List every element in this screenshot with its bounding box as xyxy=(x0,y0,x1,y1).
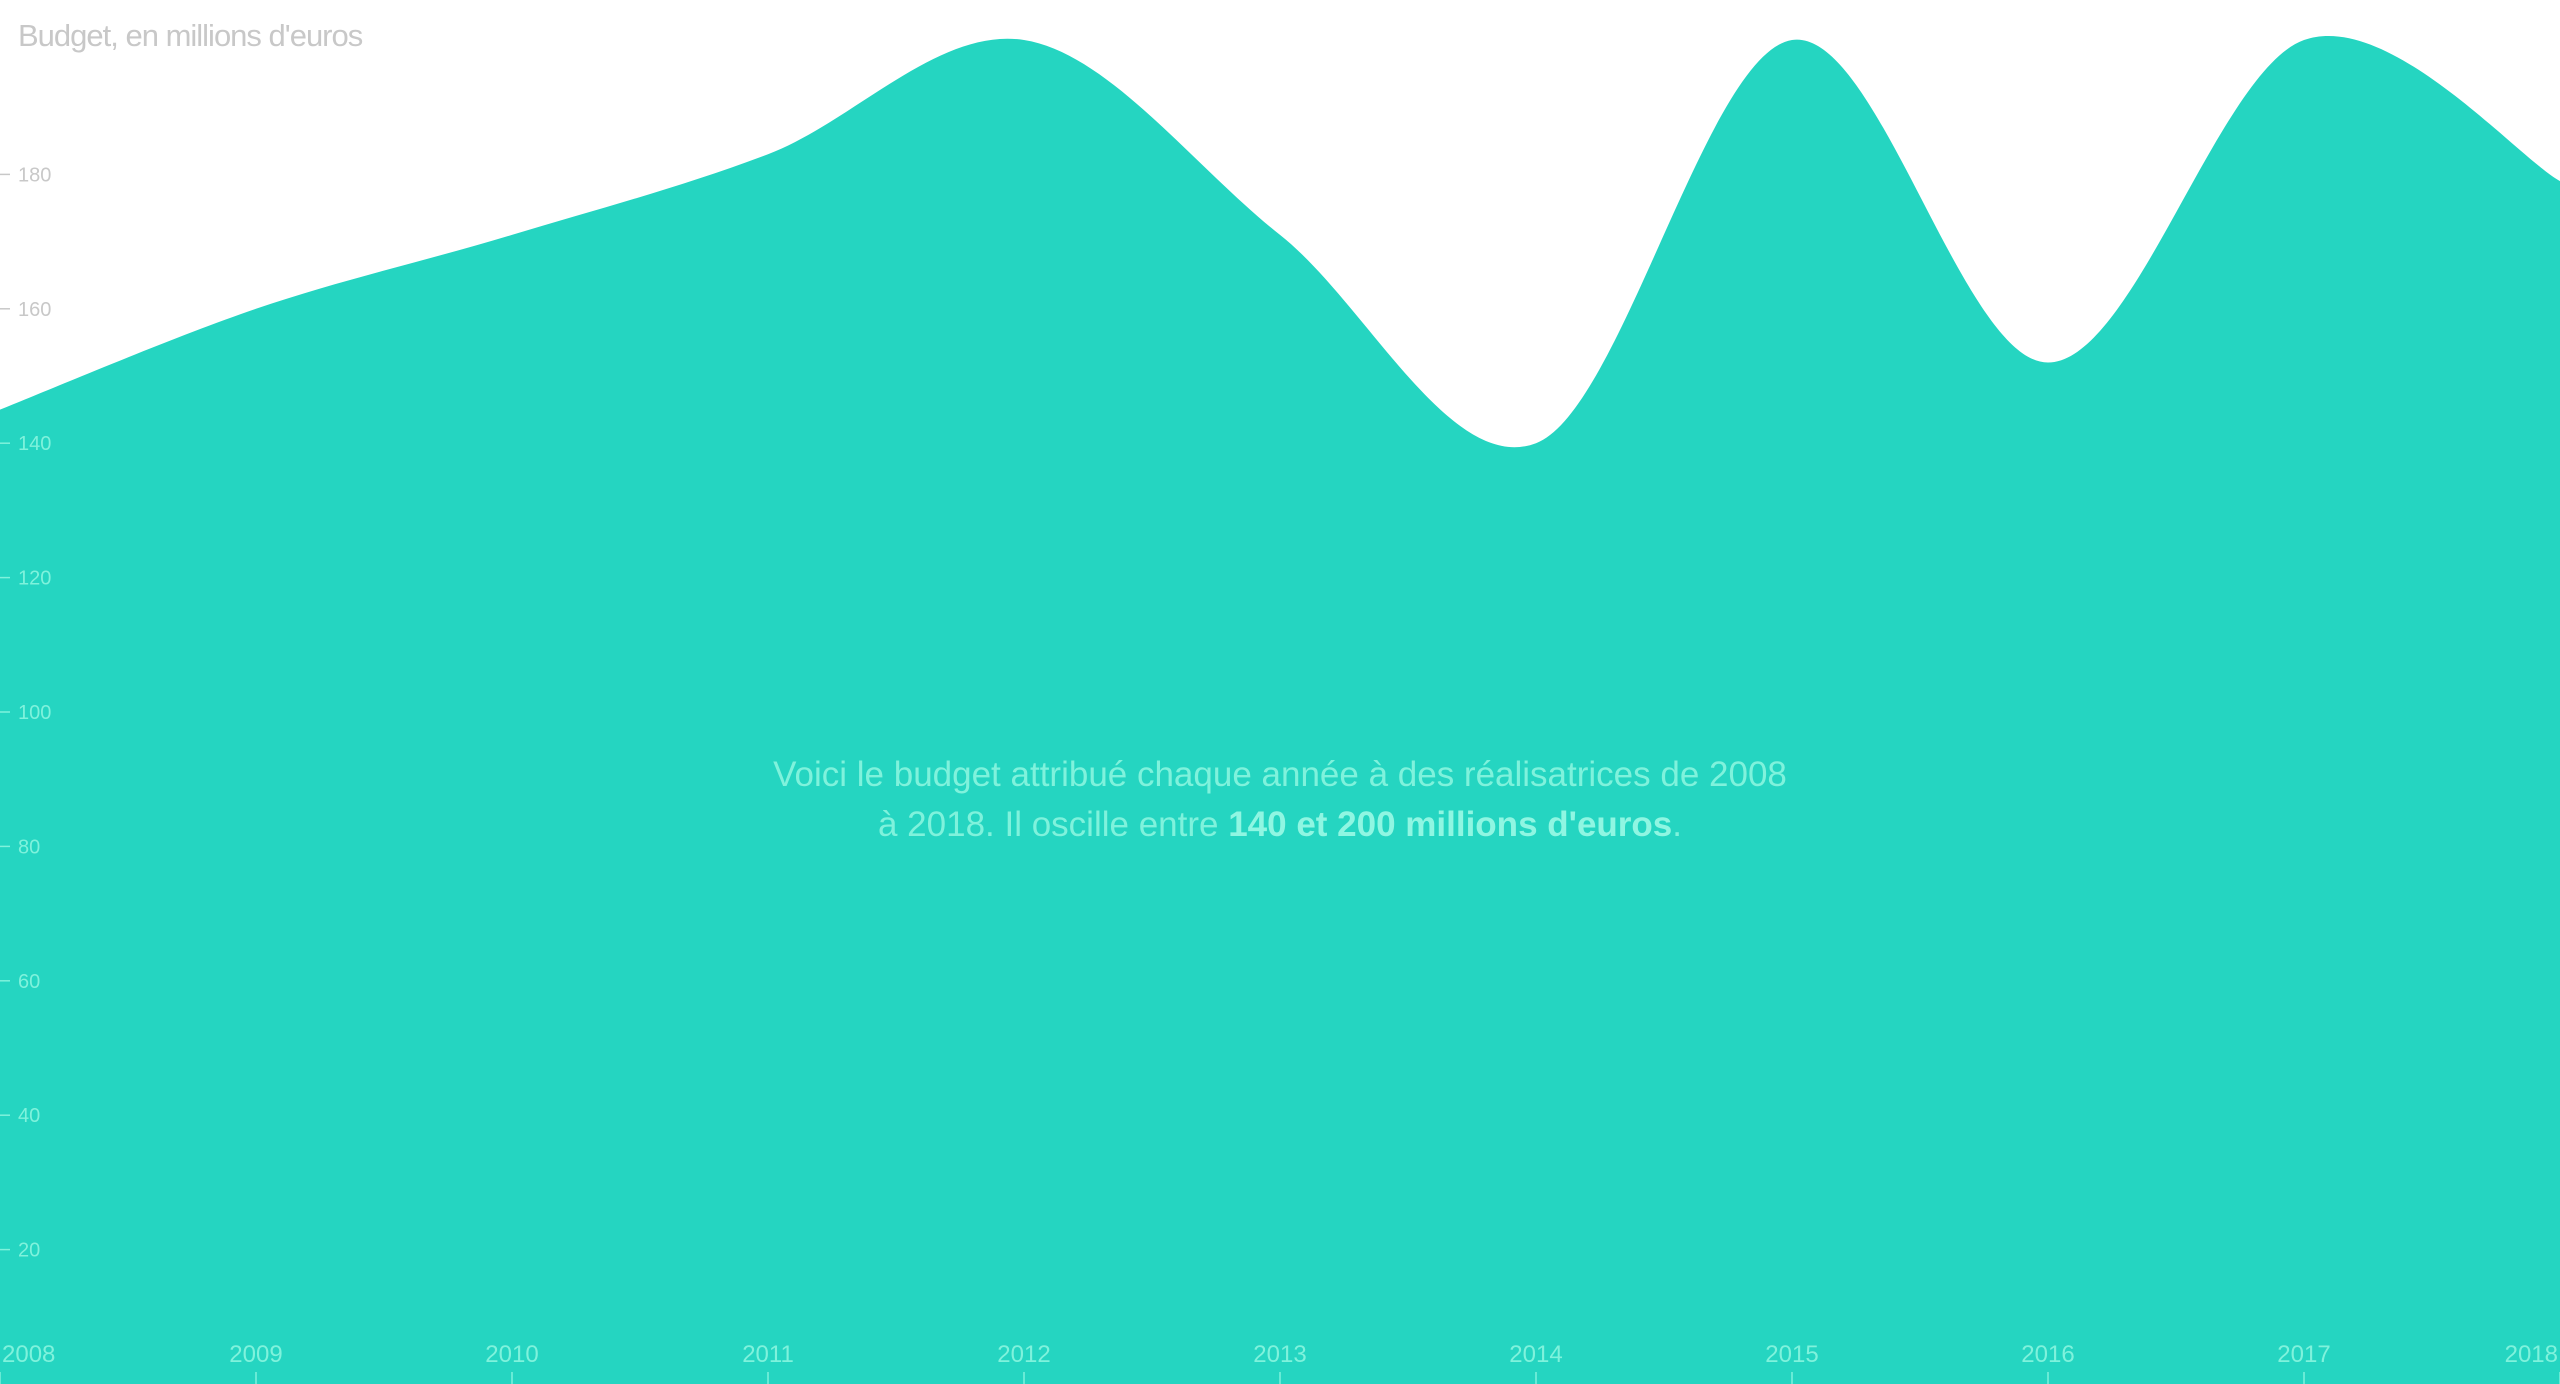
x-tick-label: 2012 xyxy=(997,1341,1050,1368)
annotation-highlight: 140 et 200 millions d'euros xyxy=(1228,805,1673,844)
x-tick-label: 2018 xyxy=(2505,1341,2558,1368)
x-tick-label: 2014 xyxy=(1509,1341,1562,1368)
y-tick-label: 80 xyxy=(18,836,40,858)
y-tick-label: 180 xyxy=(18,164,51,186)
x-tick-label: 2017 xyxy=(2277,1341,2330,1368)
x-axis: 2008 2009 2010 2011 2012 2013 2014 2015 2016 2017… xyxy=(0,1341,2560,1384)
y-tick-label: 20 xyxy=(18,1240,40,1262)
area-layer xyxy=(0,36,2560,1384)
x-tick-label: 2011 xyxy=(742,1341,794,1368)
budget-area xyxy=(0,36,2560,1384)
y-tick-label: 40 xyxy=(18,1105,40,1127)
y-tick-label: 100 xyxy=(18,702,51,724)
x-tick-label: 2013 xyxy=(1253,1341,1306,1368)
x-tick-label: 2009 xyxy=(229,1341,282,1368)
annotation-line2-suffix: . xyxy=(1672,805,1682,844)
annotation-line1: Voici le budget attribué chaque année à … xyxy=(773,755,1787,794)
y-tick-label: 120 xyxy=(18,568,51,590)
x-tick-label: 2015 xyxy=(1765,1341,1818,1368)
x-tick-label: 2016 xyxy=(2021,1341,2074,1368)
chart-annotation: Voici le budget attribué chaque année à … xyxy=(680,750,1880,850)
y-tick-label: 160 xyxy=(18,299,51,321)
x-tick-label: 2010 xyxy=(485,1341,538,1368)
y-tick-label: 140 xyxy=(18,433,51,455)
x-tick-label: 2008 xyxy=(2,1341,55,1368)
annotation-line2-prefix: à 2018. Il oscille entre xyxy=(877,805,1229,844)
y-axis-title: Budget, en millions d'euros xyxy=(18,18,363,53)
y-tick-label: 60 xyxy=(18,971,40,993)
y-axis: 20 40 60 80 100 120 140 160 180 xyxy=(0,164,51,1262)
